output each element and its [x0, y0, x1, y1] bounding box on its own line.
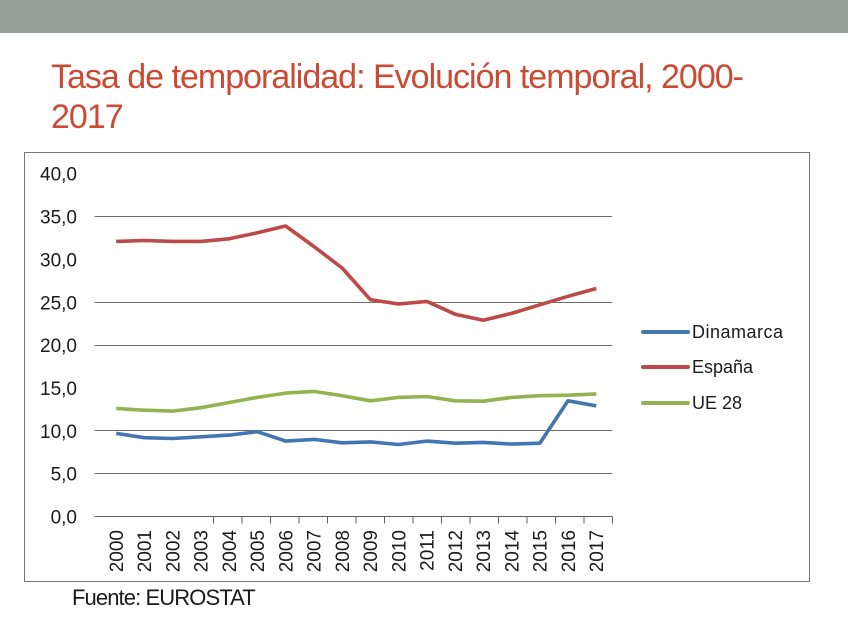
- svg-text:40,0: 40,0: [40, 165, 77, 186]
- svg-text:2015: 2015: [531, 530, 552, 572]
- svg-text:España: España: [692, 357, 754, 377]
- svg-text:2008: 2008: [333, 530, 354, 572]
- svg-text:2002: 2002: [164, 530, 185, 572]
- svg-text:30,0: 30,0: [40, 250, 77, 271]
- svg-text:0,0: 0,0: [51, 508, 77, 529]
- svg-text:15,0: 15,0: [40, 379, 77, 400]
- svg-text:2003: 2003: [192, 530, 213, 572]
- svg-text:2011: 2011: [418, 530, 439, 571]
- svg-text:2010: 2010: [389, 530, 410, 572]
- svg-text:UE 28: UE 28: [692, 393, 742, 413]
- svg-text:2004: 2004: [220, 530, 241, 573]
- svg-text:2001: 2001: [135, 530, 156, 572]
- svg-text:2009: 2009: [361, 530, 382, 572]
- svg-text:25,0: 25,0: [40, 293, 77, 314]
- svg-text:35,0: 35,0: [40, 208, 77, 229]
- svg-text:2014: 2014: [502, 530, 523, 573]
- svg-text:2006: 2006: [276, 530, 297, 572]
- svg-text:2005: 2005: [248, 530, 269, 572]
- svg-text:20,0: 20,0: [40, 336, 77, 357]
- svg-text:2000: 2000: [107, 530, 128, 572]
- svg-text:5,0: 5,0: [51, 465, 77, 486]
- svg-text:2007: 2007: [305, 530, 326, 572]
- svg-text:2012: 2012: [446, 530, 467, 572]
- svg-text:2016: 2016: [559, 530, 580, 572]
- svg-text:2017: 2017: [587, 530, 608, 572]
- svg-text:Dinamarca: Dinamarca: [692, 322, 784, 342]
- svg-text:10,0: 10,0: [40, 422, 77, 443]
- svg-text:2013: 2013: [474, 530, 495, 572]
